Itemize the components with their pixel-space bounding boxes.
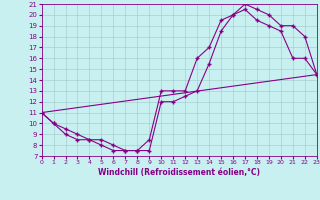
X-axis label: Windchill (Refroidissement éolien,°C): Windchill (Refroidissement éolien,°C) [98,168,260,177]
